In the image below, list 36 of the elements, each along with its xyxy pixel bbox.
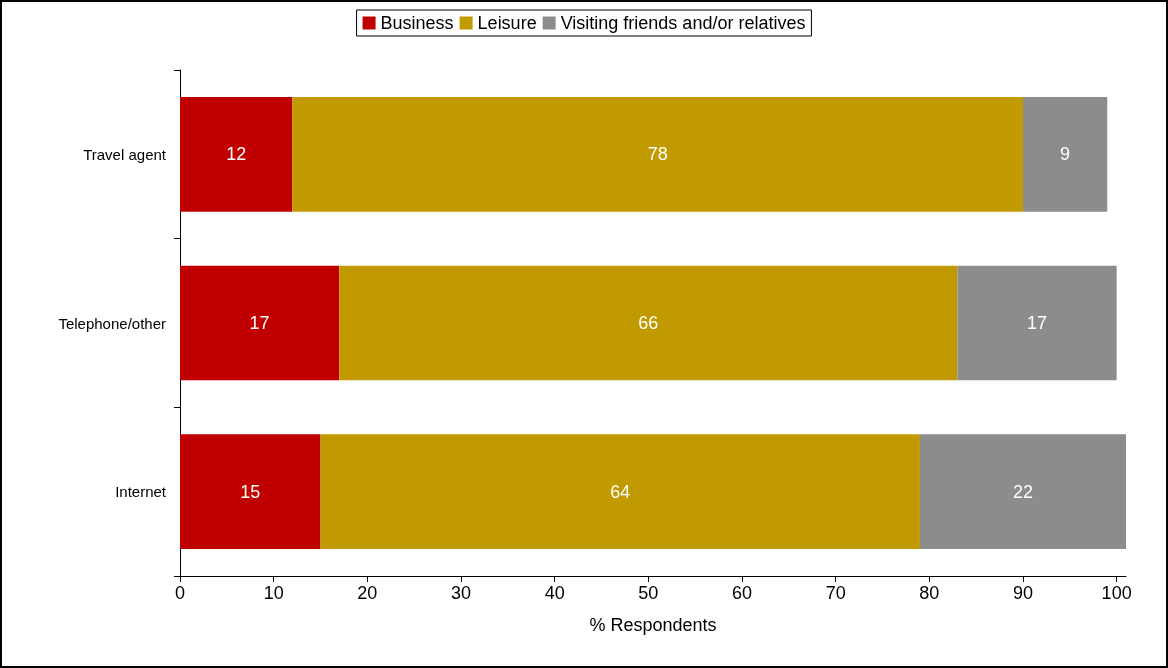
legend-label: Leisure <box>477 13 537 33</box>
data-label: 12 <box>226 144 247 165</box>
data-label: 64 <box>610 481 631 502</box>
bar <box>1022 96 1108 212</box>
x-tick-label: 40 <box>544 583 565 603</box>
bar <box>957 265 1117 381</box>
data-label: 17 <box>249 313 270 333</box>
x-tick-label: 0 <box>174 583 186 603</box>
x-axis-title: % Respondents <box>589 615 717 635</box>
bar <box>180 434 321 550</box>
x-tick-label: 10 <box>263 583 284 603</box>
bar <box>919 434 1126 550</box>
x-tick-label: 90 <box>1012 583 1033 603</box>
data-label: 22 <box>1012 481 1033 502</box>
legend-label: Visiting friends and/or relatives <box>560 13 806 33</box>
data-label: 15 <box>240 481 261 502</box>
y-tick-label: Travel agent <box>83 145 167 163</box>
data-label: 9 <box>1060 144 1071 165</box>
bar <box>320 434 920 550</box>
data-label: 66 <box>638 313 659 333</box>
x-tick-label: 60 <box>731 583 752 603</box>
x-tick-label: 50 <box>638 583 659 603</box>
x-tick-label: 70 <box>825 583 846 603</box>
y-tick-label: Internet <box>115 483 167 501</box>
legend-label: Business <box>380 13 454 33</box>
x-tick-label: 80 <box>919 583 940 603</box>
x-tick-label: 100 <box>1101 583 1132 603</box>
x-tick-label: 20 <box>357 583 378 603</box>
bar <box>339 265 958 381</box>
bar <box>292 96 1023 212</box>
x-tick-label: 30 <box>450 583 472 603</box>
y-tick-label: Telephone/other <box>58 314 166 332</box>
bar <box>180 96 293 212</box>
data-label: 17 <box>1027 313 1048 333</box>
bar <box>180 265 340 381</box>
data-label: 78 <box>647 144 668 165</box>
